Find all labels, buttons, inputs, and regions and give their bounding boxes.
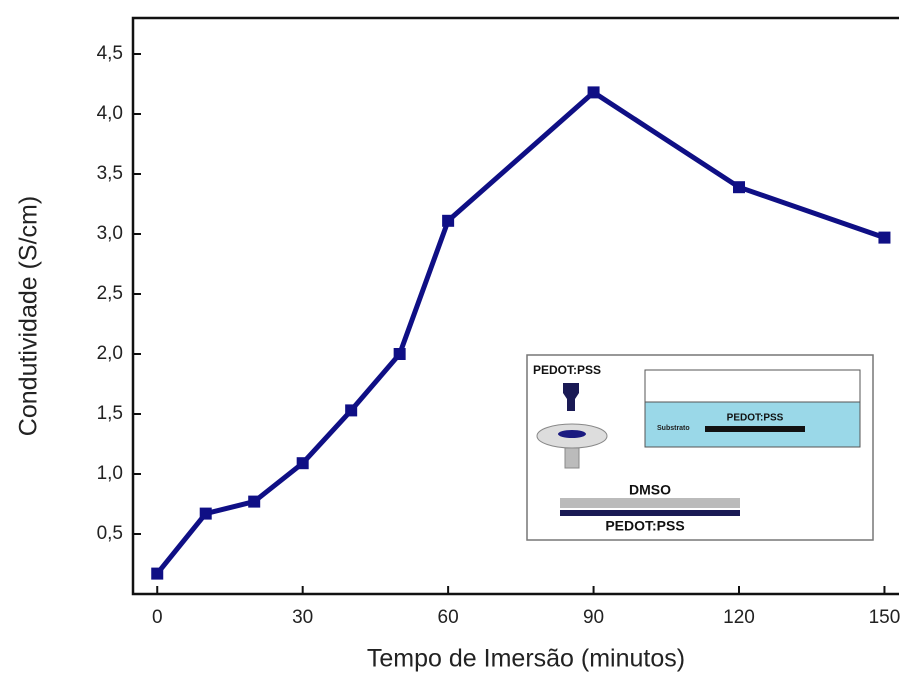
inset-label: PEDOT:PSS bbox=[605, 518, 684, 534]
inset-label: PEDOT:PSS bbox=[727, 413, 784, 424]
y-tick-label: 4,5 bbox=[97, 43, 123, 64]
marker bbox=[587, 86, 600, 99]
inset-label: PEDOT:PSS bbox=[533, 363, 601, 377]
drop bbox=[558, 430, 586, 438]
marker bbox=[393, 348, 406, 360]
y-tick-label: 2,5 bbox=[97, 283, 123, 304]
pedot-layer bbox=[560, 510, 740, 516]
marker bbox=[345, 404, 358, 417]
inset-label: DMSO bbox=[629, 482, 671, 498]
axes-frame bbox=[131, 16, 899, 596]
marker bbox=[151, 567, 164, 580]
marker bbox=[442, 214, 455, 227]
y-tick-label: 0,5 bbox=[97, 523, 123, 544]
y-tick-label: 1,0 bbox=[97, 463, 123, 484]
marker bbox=[248, 495, 261, 508]
inset-label: Substrato bbox=[657, 425, 690, 432]
marker bbox=[733, 181, 746, 194]
liquid bbox=[644, 401, 861, 448]
x-axis-title: Tempo de Imersão (minutos) bbox=[367, 645, 685, 673]
x-tick-label: 120 bbox=[723, 607, 755, 628]
marker bbox=[199, 507, 212, 520]
inset: PEDOT:PSS Substrato PEDOT:PSS DMSO PEDOT… bbox=[526, 354, 874, 541]
line bbox=[155, 89, 886, 576]
dmso-layer bbox=[560, 498, 740, 508]
y-tick-label: 1,5 bbox=[97, 403, 123, 424]
y-tick-label: 3,5 bbox=[97, 163, 123, 184]
spin-shaft bbox=[564, 447, 580, 469]
y-tick-label: 4,0 bbox=[97, 103, 123, 124]
marker bbox=[296, 457, 309, 470]
y-tick-label: 3,0 bbox=[97, 223, 123, 244]
x-tick-label: 30 bbox=[292, 607, 313, 628]
x-tick-label: 0 bbox=[152, 607, 163, 628]
nozzle bbox=[563, 383, 579, 411]
y-tick-label: 2,0 bbox=[97, 343, 123, 364]
film bbox=[705, 426, 805, 432]
y-axis-title: Condutividade (S/cm) bbox=[15, 196, 43, 436]
x-tick-label: 90 bbox=[583, 607, 604, 628]
x-tick-label: 60 bbox=[438, 607, 459, 628]
marker bbox=[878, 231, 891, 244]
x-tick-label: 150 bbox=[869, 607, 901, 628]
